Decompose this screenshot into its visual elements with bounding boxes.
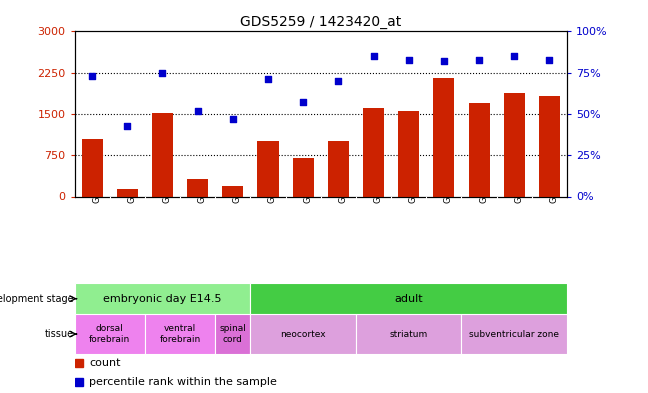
Bar	[187, 180, 208, 196]
Bar	[356, 314, 461, 354]
Bar	[328, 141, 349, 196]
Point	[157, 70, 168, 76]
Bar	[363, 108, 384, 196]
Bar	[152, 113, 173, 196]
Text: adult: adult	[395, 294, 423, 304]
Bar	[434, 78, 454, 196]
Bar	[398, 111, 419, 196]
Text: neocortex: neocortex	[281, 330, 326, 338]
Text: percentile rank within the sample: percentile rank within the sample	[89, 377, 277, 387]
Text: tissue: tissue	[44, 329, 73, 339]
Bar	[503, 93, 525, 196]
Point	[122, 122, 132, 129]
Point	[87, 73, 97, 79]
Text: GSM1195274: GSM1195274	[479, 147, 488, 204]
Text: GSM1195275: GSM1195275	[515, 147, 523, 204]
Point	[298, 99, 308, 106]
Text: GSM1195268: GSM1195268	[268, 147, 277, 204]
Bar	[539, 96, 560, 196]
Bar	[215, 314, 250, 354]
Bar	[75, 314, 145, 354]
Bar	[257, 141, 279, 196]
Bar	[75, 283, 250, 314]
Point	[474, 56, 484, 62]
Bar	[461, 314, 567, 354]
Bar	[469, 103, 490, 196]
Point	[333, 78, 343, 84]
Bar	[250, 283, 567, 314]
Text: striatum: striatum	[389, 330, 428, 338]
Text: GSM1195273: GSM1195273	[444, 147, 453, 204]
Point	[544, 56, 555, 62]
Bar	[293, 158, 314, 196]
Text: GSM1195270: GSM1195270	[338, 147, 347, 204]
Bar	[250, 314, 356, 354]
Text: dorsal
forebrain: dorsal forebrain	[89, 324, 130, 344]
Point	[404, 56, 414, 62]
Bar	[117, 189, 138, 196]
Point	[439, 58, 449, 64]
Bar	[145, 314, 215, 354]
Point	[263, 76, 273, 83]
Text: GSM1195276: GSM1195276	[550, 147, 559, 204]
Text: GSM1195272: GSM1195272	[409, 147, 418, 204]
Title: GDS5259 / 1423420_at: GDS5259 / 1423420_at	[240, 15, 401, 29]
Bar	[222, 186, 244, 196]
Text: GSM1195269: GSM1195269	[303, 147, 312, 204]
Text: subventricular zone: subventricular zone	[469, 330, 559, 338]
Point	[368, 53, 378, 59]
Bar	[82, 139, 102, 196]
Text: embryonic day E14.5: embryonic day E14.5	[103, 294, 222, 304]
Text: GSM1195277: GSM1195277	[92, 147, 101, 204]
Point	[192, 108, 203, 114]
Text: GSM1195278: GSM1195278	[127, 147, 136, 204]
Text: development stage: development stage	[0, 294, 73, 304]
Text: GSM1195281: GSM1195281	[233, 147, 242, 204]
Text: GSM1195279: GSM1195279	[163, 147, 172, 204]
Text: spinal
cord: spinal cord	[220, 324, 246, 344]
Point	[509, 53, 520, 59]
Text: GSM1195271: GSM1195271	[373, 147, 382, 204]
Text: GSM1195280: GSM1195280	[198, 147, 207, 204]
Point	[227, 116, 238, 122]
Text: ventral
forebrain: ventral forebrain	[159, 324, 201, 344]
Text: count: count	[89, 358, 121, 367]
